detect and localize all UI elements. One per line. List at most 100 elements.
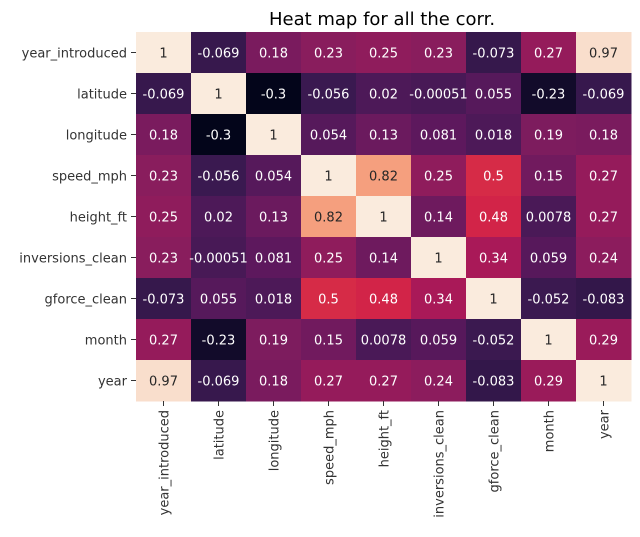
cell-value-label: 0.19 [534, 129, 563, 144]
heatmap-cell [411, 73, 467, 115]
cell-value-label: 1 [544, 334, 552, 349]
heatmap-cell [466, 237, 522, 279]
heatmap-cell [576, 155, 632, 197]
cell-value-label: 0.23 [149, 170, 178, 185]
cell-value-label: 0.018 [475, 129, 512, 144]
cell-value-label: -0.069 [143, 88, 185, 103]
cell-value-label: -0.00051 [409, 88, 467, 103]
cell-value-label: 0.25 [369, 47, 398, 62]
y-tick-label: longitude [66, 129, 127, 144]
x-tick-label: latitude [213, 410, 228, 460]
heatmap-cell [466, 155, 522, 197]
heatmap-cell [246, 73, 302, 115]
cell-value-label: -0.052 [528, 293, 570, 308]
cell-value-label: -0.073 [473, 47, 515, 62]
heatmap-cell [246, 360, 302, 402]
cell-value-label: 0.13 [259, 211, 288, 226]
cell-value-label: 0.27 [314, 375, 343, 390]
heatmap-cell [576, 237, 632, 279]
cell-value-label: 0.23 [314, 47, 343, 62]
heatmap-cell [576, 114, 632, 156]
cell-value-label: 0.34 [479, 252, 508, 267]
cell-value-label: -0.069 [198, 47, 240, 62]
heatmap-cell [246, 237, 302, 279]
cell-value-label: 0.5 [483, 170, 504, 185]
cell-value-label: 0.081 [255, 252, 292, 267]
heatmap-cell [356, 360, 412, 402]
cell-value-label: 0.27 [149, 334, 178, 349]
cell-value-label: 0.059 [530, 252, 567, 267]
heatmap-cell [191, 32, 247, 74]
cell-value-label: -0.23 [532, 88, 566, 103]
heatmap-cell [191, 319, 247, 361]
x-tick-label: speed_mph [323, 410, 338, 485]
cell-value-label: 0.055 [475, 88, 512, 103]
y-tick-label: year [98, 375, 128, 390]
cell-value-label: -0.3 [261, 88, 286, 103]
cell-value-label: 0.97 [149, 375, 178, 390]
heatmap-cell [356, 155, 412, 197]
cell-value-label: 0.48 [369, 293, 398, 308]
x-tick-label: year [598, 409, 613, 439]
heatmap-cell [136, 278, 192, 320]
x-tick-label: gforce_clean [488, 410, 503, 492]
heatmap-cell [521, 196, 577, 238]
cell-value-label: 0.24 [424, 375, 453, 390]
cell-value-label: 0.23 [424, 47, 453, 62]
cell-value-label: 0.34 [424, 293, 453, 308]
cell-value-label: 0.29 [589, 334, 618, 349]
heatmap-cell [301, 114, 357, 156]
x-axis: year_introduced latitude longitude speed_mp… [158, 401, 613, 518]
x-tick-label: height_ft [378, 410, 393, 467]
cell-value-label: 1 [159, 47, 167, 62]
heatmap-cell [136, 155, 192, 197]
cell-value-label: 0.059 [420, 334, 457, 349]
x-tick-label: year_introduced [158, 410, 173, 515]
cell-value-label: 0.82 [369, 170, 398, 185]
cell-value-label: 0.29 [534, 375, 563, 390]
heatmap-cell [521, 278, 577, 320]
heatmap-cell [301, 196, 357, 238]
heatmap-cell [191, 73, 247, 115]
cell-value-label: -0.073 [143, 293, 185, 308]
heatmap-cell [521, 319, 577, 361]
cell-value-label: -0.083 [583, 293, 625, 308]
cell-value-label: 0.14 [424, 211, 453, 226]
cell-value-label: 0.27 [589, 170, 618, 185]
cell-value-label: 0.5 [318, 293, 339, 308]
heatmap-cell [466, 32, 522, 74]
cell-value-label: 0.02 [369, 88, 398, 103]
heatmap-cell [521, 155, 577, 197]
heatmap-cell [576, 319, 632, 361]
cell-value-label: 0.24 [589, 252, 618, 267]
heatmap-cell [246, 155, 302, 197]
heatmap-cell [411, 278, 467, 320]
cell-value-label: 1 [379, 211, 387, 226]
cell-value-label: 0.27 [589, 211, 618, 226]
cell-value-label: 1 [489, 293, 497, 308]
cell-value-label: 0.19 [259, 334, 288, 349]
cell-value-label: 0.48 [479, 211, 508, 226]
y-tick-label: inversions_clean [19, 252, 127, 267]
heatmap-cell [356, 278, 412, 320]
cell-value-label: 0.054 [310, 129, 347, 144]
cell-value-label: 0.054 [255, 170, 292, 185]
cell-value-label: 0.18 [259, 375, 288, 390]
heatmap-cell [466, 73, 522, 115]
cell-value-label: 0.0078 [361, 334, 407, 349]
heatmap-cell [301, 155, 357, 197]
heatmap-cell [136, 360, 192, 402]
cell-value-label: 1 [214, 88, 222, 103]
heatmap-cell [136, 237, 192, 279]
cell-value-label: 0.18 [259, 47, 288, 62]
heatmap-cells [136, 32, 632, 402]
heatmap-cell [191, 155, 247, 197]
cell-value-label: 0.081 [420, 129, 457, 144]
cell-value-label: 0.0078 [526, 211, 572, 226]
heatmap-cell [411, 32, 467, 74]
cell-value-label: 1 [434, 252, 442, 267]
heatmap-cell [576, 196, 632, 238]
heatmap-cell [521, 114, 577, 156]
cell-value-label: 0.97 [589, 47, 618, 62]
cell-value-label: 0.27 [369, 375, 398, 390]
